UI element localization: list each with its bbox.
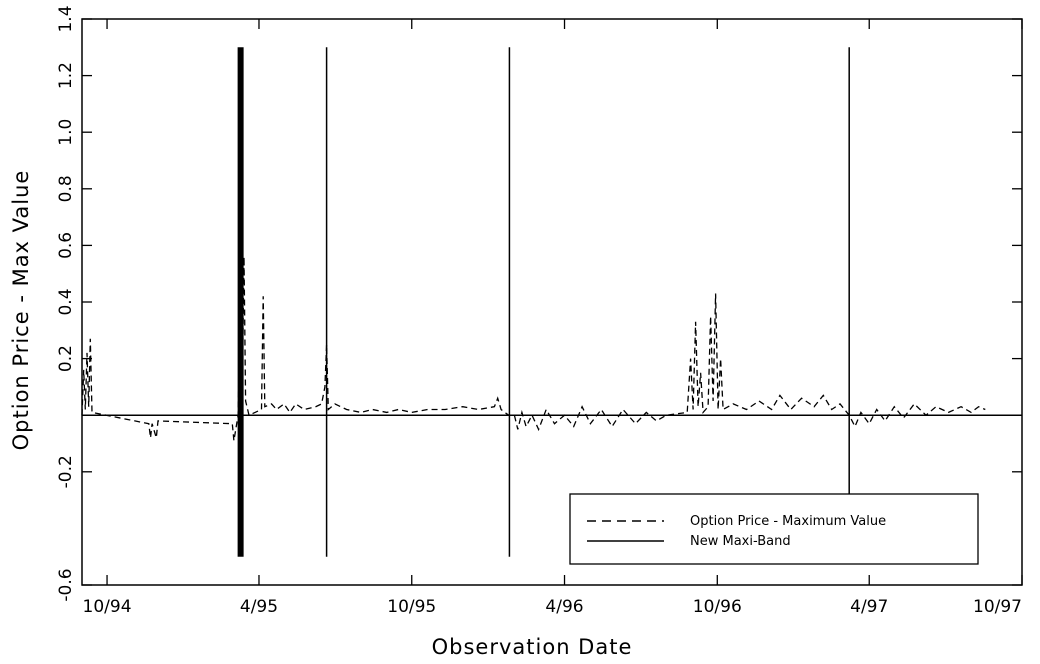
y-tick-label: 0.6 — [56, 232, 76, 259]
y-tick-label: 0.2 — [56, 345, 76, 372]
y-tick-label: 0.4 — [56, 288, 76, 315]
x-tick-label: 10/96 — [693, 597, 742, 617]
legend-label-series-2: New Maxi-Band — [690, 534, 791, 549]
x-tick-label: 4/96 — [545, 597, 583, 617]
y-axis-title: Option Price - Max Value — [9, 170, 33, 451]
x-tick-label: 10/94 — [83, 597, 132, 617]
series-line-option-price — [81, 256, 986, 441]
x-tick-label: 4/97 — [850, 597, 888, 617]
legend-box — [569, 493, 979, 565]
y-tick-label: -0.6 — [56, 568, 76, 601]
legend: Option Price - Maximum Value New Maxi-Ba… — [569, 493, 979, 565]
y-tick-label: 0.8 — [56, 175, 76, 202]
chart-marks — [81, 47, 1022, 557]
x-axis-title: Observation Date — [432, 635, 633, 659]
y-tick-label: 1.2 — [56, 62, 76, 89]
y-tick-label: 1.0 — [56, 119, 76, 146]
y-tick-label: -0.2 — [56, 455, 76, 488]
legend-label-series-1: Option Price - Maximum Value — [690, 514, 886, 529]
y-axis: -0.6 -0.2 0.2 0.4 0.6 0.8 1.0 1.2 1.4 — [56, 5, 1022, 602]
x-tick-label: 4/95 — [240, 597, 278, 617]
x-axis: 10/94 4/95 10/95 4/96 10/96 4/97 10/97 — [83, 19, 1023, 617]
y-tick-label: 1.4 — [56, 5, 76, 32]
x-tick-label: 10/97 — [973, 597, 1022, 617]
x-tick-label: 10/95 — [387, 597, 436, 617]
